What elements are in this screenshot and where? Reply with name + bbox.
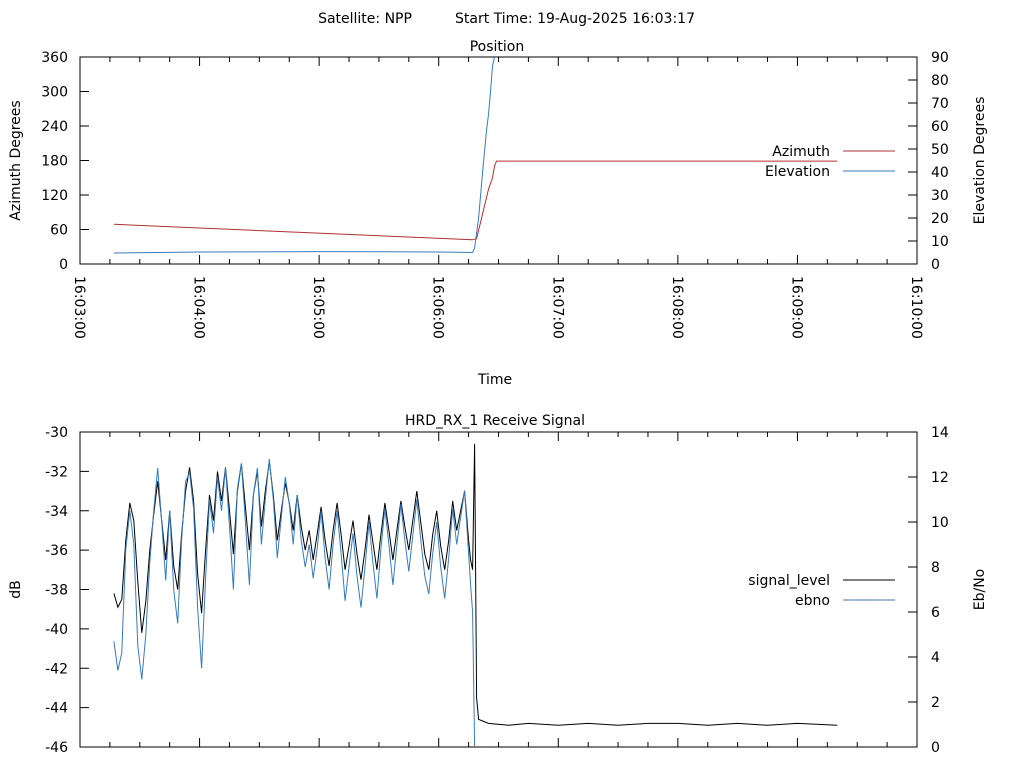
y2-tick-label: 60 [931, 119, 949, 135]
series-line-azimuth [113, 160, 838, 241]
y2-axis-label: Eb/No [972, 569, 988, 611]
y-tick-label: -40 [45, 622, 68, 638]
y2-axis-label: Elevation Degrees [972, 97, 988, 225]
y-tick-label: 240 [41, 119, 68, 135]
satellite-label: Satellite: NPP [318, 11, 412, 27]
y-tick-label: 300 [41, 85, 68, 101]
receive-signal-chart: HRD_RX_1 Receive Signal -46 -44 -42 -40 -38 -3… [8, 413, 988, 756]
y-tick-label: 0 [59, 257, 68, 273]
x-axis-label: Time [477, 372, 512, 388]
x-tick-label: 16:05:00 [310, 276, 326, 339]
y2-tick-label: 0 [931, 257, 940, 273]
legend-label: ebno [795, 593, 830, 609]
y2-tick-label: 90 [931, 50, 949, 66]
chart-title: HRD_RX_1 Receive Signal [405, 413, 585, 429]
y2-tick-label: 20 [931, 211, 949, 227]
y-tick-label: 60 [50, 223, 68, 239]
y2-tick-label: 30 [931, 188, 949, 204]
x-tick-label: 16:09:00 [788, 276, 804, 339]
y-tick-label: -46 [45, 740, 68, 756]
y-tick-label: -32 [45, 464, 68, 480]
y-tick-label: -30 [45, 425, 68, 441]
x-tick-label: 16:03:00 [71, 276, 87, 339]
plot-frame [79, 56, 918, 265]
y-tick-label: -38 [45, 583, 68, 599]
y2-tick-label: 10 [931, 234, 949, 250]
x-tick-label: 16:08:00 [669, 276, 685, 339]
y-tick-label: 120 [41, 188, 68, 204]
y-tick-label: 180 [41, 154, 68, 170]
y-tick-label: -34 [45, 504, 68, 520]
y-tick-label: 360 [41, 50, 68, 66]
y2-tick-label: 80 [931, 73, 949, 89]
x-tick-label: 16:07:00 [549, 276, 565, 339]
start-time-label: Start Time: 19-Aug-2025 16:03:17 [455, 11, 695, 27]
y-axis-label: dB [8, 580, 24, 599]
y2-tick-label: 70 [931, 96, 949, 112]
y2-tick-label: 4 [931, 650, 940, 666]
y2-tick-label: 6 [931, 605, 940, 621]
series-line-ebno [113, 458, 476, 748]
y2-tick-label: 0 [931, 740, 940, 756]
y2-tick-label: 50 [931, 142, 949, 158]
y2-tick-label: 14 [931, 425, 949, 441]
x-tick-label: 16:06:00 [430, 276, 446, 339]
x-tick-label: 16:10:00 [908, 276, 924, 339]
y2-tick-label: 8 [931, 560, 940, 576]
y2-tick-label: 12 [931, 470, 949, 486]
chart-title: Position [470, 39, 525, 55]
y2-tick-label: 2 [931, 695, 940, 711]
y-tick-label: -36 [45, 543, 68, 559]
y-tick-label: -42 [45, 661, 68, 677]
legend-label: Elevation [765, 164, 830, 180]
y2-tick-label: 40 [931, 165, 949, 181]
position-chart: Position 16:03:00 16:04:00 16:05:00 16:06:00… [8, 39, 988, 388]
series-line-signal-level [113, 443, 838, 726]
y2-tick-label: 10 [931, 515, 949, 531]
y-axis-label: Azimuth Degrees [8, 100, 24, 220]
y-tick-label: -44 [45, 701, 68, 717]
legend-label: signal_level [748, 573, 830, 589]
series-line-elevation [113, 56, 495, 254]
x-tick-label: 16:04:00 [191, 276, 207, 339]
legend-label: Azimuth [772, 144, 830, 160]
